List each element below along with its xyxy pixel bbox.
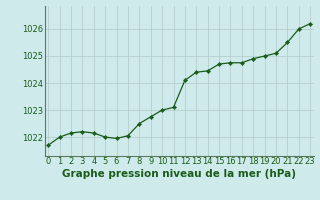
X-axis label: Graphe pression niveau de la mer (hPa): Graphe pression niveau de la mer (hPa) — [62, 169, 296, 179]
